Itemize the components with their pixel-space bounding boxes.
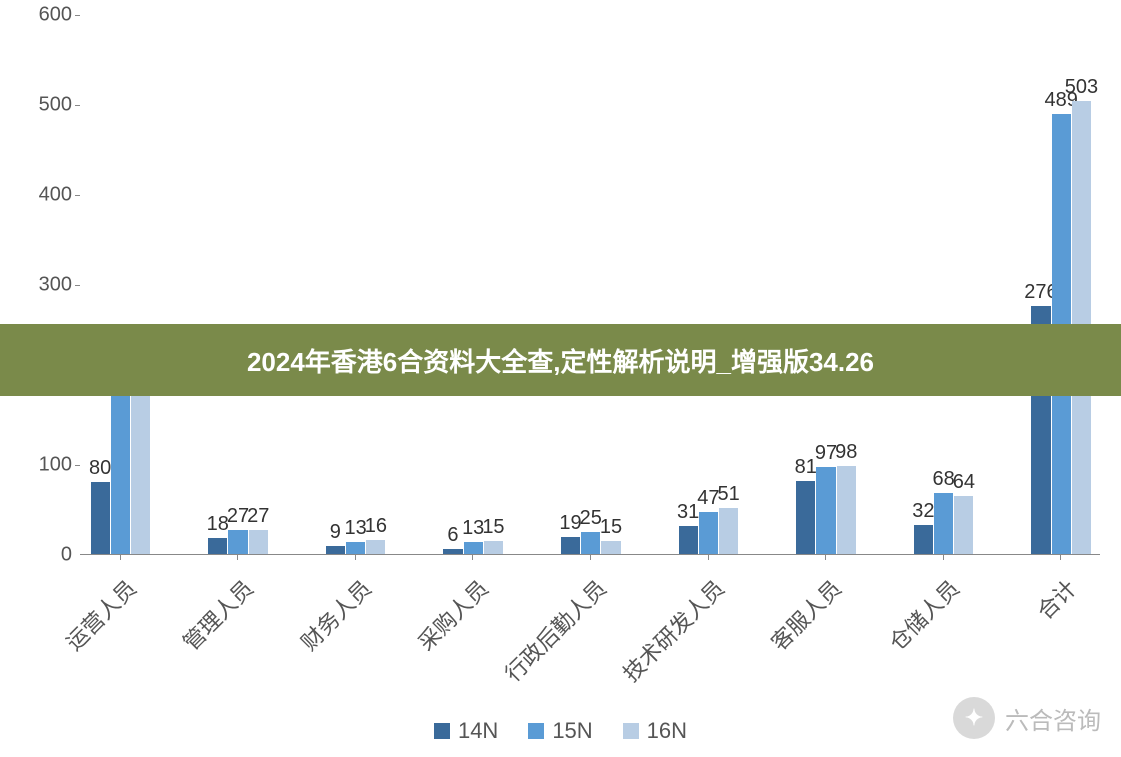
bar-value-label: 68 xyxy=(932,468,954,491)
x-tick-mark xyxy=(355,554,356,560)
y-tick-mark xyxy=(75,285,80,286)
x-tick-mark xyxy=(472,554,473,560)
bar: 199 xyxy=(111,375,130,554)
overlay-banner: 2024年香港6合资料大全查,定性解析说明_增强版34.26 xyxy=(0,324,1121,396)
bar-value-label: 13 xyxy=(462,517,484,540)
bar: 98 xyxy=(837,466,856,554)
bar-value-label: 13 xyxy=(344,517,366,540)
watermark-text: 六合咨询 xyxy=(1005,701,1101,736)
x-tick-mark xyxy=(1060,554,1061,560)
category-label: 管理人员 xyxy=(175,572,260,657)
category-label: 技术研发人员 xyxy=(614,572,730,688)
bar: 13 xyxy=(464,542,483,554)
y-tick-label: 100 xyxy=(32,454,72,477)
bar: 16 xyxy=(366,540,385,554)
category-label: 财务人员 xyxy=(293,572,378,657)
chart-container: 80199217运营人员182727管理人员91316财务人员61315采购人员… xyxy=(30,10,1100,565)
bar-value-label: 25 xyxy=(580,507,602,530)
bar: 15 xyxy=(601,541,620,555)
bar: 51 xyxy=(719,508,738,554)
bar: 64 xyxy=(954,496,973,554)
bar-group: 819798 xyxy=(796,466,857,554)
bar: 32 xyxy=(914,525,933,554)
category-label: 仓储人员 xyxy=(881,572,966,657)
bar-group: 61315 xyxy=(443,541,504,555)
y-tick-label: 300 xyxy=(32,274,72,297)
bar-group: 326864 xyxy=(913,493,974,554)
bar-value-label: 51 xyxy=(718,483,740,506)
bar: 68 xyxy=(934,493,953,554)
bar-value-label: 31 xyxy=(677,501,699,524)
x-tick-mark xyxy=(590,554,591,560)
legend-label: 16N xyxy=(647,718,687,744)
bar-value-label: 15 xyxy=(600,516,622,539)
bar-value-label: 27 xyxy=(227,505,249,528)
y-tick-label: 400 xyxy=(32,184,72,207)
bar: 9 xyxy=(326,546,345,554)
overlay-text: 2024年香港6合资料大全查,定性解析说明_增强版34.26 xyxy=(247,342,874,379)
bar-value-label: 15 xyxy=(482,516,504,539)
bar: 31 xyxy=(679,526,698,554)
watermark-icon: ✦ xyxy=(953,697,995,739)
bar-value-label: 81 xyxy=(795,456,817,479)
bar-value-label: 32 xyxy=(912,500,934,523)
y-tick-mark xyxy=(75,465,80,466)
y-tick-label: 0 xyxy=(32,544,72,567)
category-label: 客服人员 xyxy=(763,572,848,657)
plot-area: 80199217运营人员182727管理人员91316财务人员61315采购人员… xyxy=(80,15,1100,555)
bar: 6 xyxy=(443,549,462,554)
bar-value-label: 6 xyxy=(447,524,458,547)
legend-label: 15N xyxy=(552,718,592,744)
bar: 13 xyxy=(346,542,365,554)
bar: 25 xyxy=(581,532,600,555)
bar: 81 xyxy=(796,481,815,554)
bar-value-label: 80 xyxy=(89,457,111,480)
legend-item: 15N xyxy=(528,718,592,744)
bar-value-label: 16 xyxy=(365,515,387,538)
bar-value-label: 19 xyxy=(559,512,581,535)
x-tick-mark xyxy=(120,554,121,560)
bar-group: 91316 xyxy=(325,540,386,554)
watermark: ✦ 六合咨询 xyxy=(953,697,1101,739)
y-tick-mark xyxy=(75,105,80,106)
x-tick-mark xyxy=(237,554,238,560)
category-label: 行政后勤人员 xyxy=(497,572,613,688)
bar-value-label: 9 xyxy=(330,521,341,544)
y-tick-mark xyxy=(75,195,80,196)
legend-swatch xyxy=(623,723,639,739)
legend-item: 14N xyxy=(434,718,498,744)
bar-group: 314751 xyxy=(678,508,739,554)
legend-item: 16N xyxy=(623,718,687,744)
bar: 97 xyxy=(816,467,835,554)
bar: 80 xyxy=(91,482,110,554)
bar-value-label: 97 xyxy=(815,442,837,465)
bar: 15 xyxy=(484,541,503,555)
bar-value-label: 18 xyxy=(207,513,229,536)
x-tick-mark xyxy=(825,554,826,560)
legend-label: 14N xyxy=(458,718,498,744)
y-tick-mark xyxy=(75,15,80,16)
x-tick-mark xyxy=(943,554,944,560)
y-tick-label: 500 xyxy=(32,94,72,117)
bar-value-label: 27 xyxy=(247,505,269,528)
bar: 47 xyxy=(699,512,718,554)
x-tick-mark xyxy=(708,554,709,560)
bar-value-label: 98 xyxy=(835,441,857,464)
bar-group: 182727 xyxy=(208,530,269,554)
bar: 27 xyxy=(228,530,247,554)
y-tick-label: 600 xyxy=(32,4,72,27)
legend-swatch xyxy=(434,723,450,739)
bar: 27 xyxy=(249,530,268,554)
category-label: 运营人员 xyxy=(57,572,142,657)
bar: 19 xyxy=(561,537,580,554)
category-label: 合计 xyxy=(1029,572,1083,626)
legend-swatch xyxy=(528,723,544,739)
watermark-icon-glyph: ✦ xyxy=(965,705,983,731)
bar-value-label: 503 xyxy=(1065,76,1098,99)
bar: 18 xyxy=(208,538,227,554)
bar-value-label: 64 xyxy=(953,471,975,494)
bar-group: 192515 xyxy=(560,532,621,555)
bar-value-label: 47 xyxy=(697,487,719,510)
category-label: 采购人员 xyxy=(410,572,495,657)
